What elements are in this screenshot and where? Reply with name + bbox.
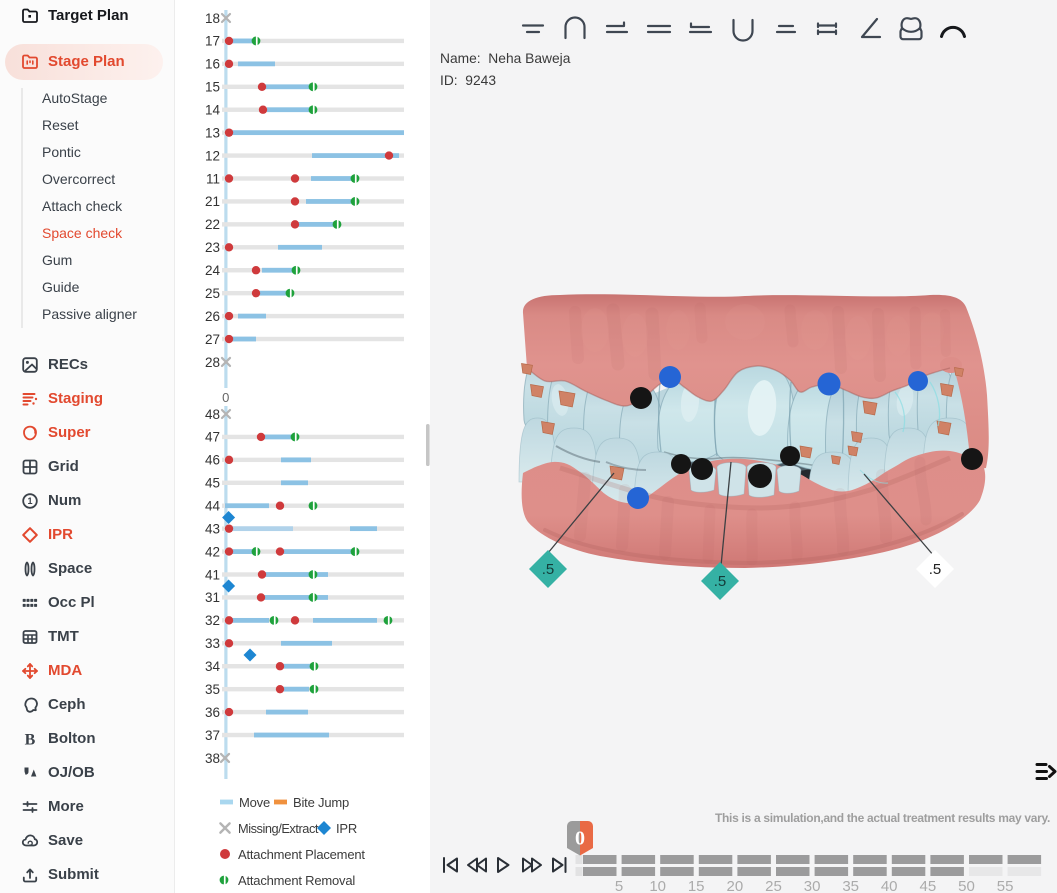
svg-text:35: 35 [205, 682, 220, 697]
svg-text:11: 11 [206, 171, 220, 186]
svg-text:17: 17 [205, 34, 220, 49]
svg-text:5: 5 [615, 878, 623, 893]
svg-text:38: 38 [205, 751, 220, 766]
svg-text:45: 45 [205, 476, 220, 491]
svg-text:18: 18 [205, 11, 220, 26]
svg-text:27: 27 [205, 332, 220, 347]
svg-text:41: 41 [205, 567, 220, 582]
svg-text:.5: .5 [929, 561, 942, 578]
svg-text:Missing/Extract: Missing/Extract [238, 821, 319, 836]
svg-text:Bite Jump: Bite Jump [293, 795, 349, 810]
svg-text:31: 31 [205, 590, 220, 605]
svg-text:0: 0 [222, 390, 229, 405]
svg-text:1: 1 [27, 496, 32, 506]
svg-text:16: 16 [205, 57, 220, 72]
svg-text:45: 45 [920, 878, 937, 893]
svg-text:35: 35 [842, 878, 859, 893]
svg-text:0: 0 [575, 828, 585, 850]
svg-text:50: 50 [958, 878, 975, 893]
svg-text:12: 12 [205, 148, 220, 163]
svg-text:23: 23 [205, 240, 220, 255]
svg-text:44: 44 [205, 499, 221, 514]
svg-text:25: 25 [205, 286, 220, 301]
svg-text:32: 32 [205, 613, 220, 628]
svg-text:37: 37 [205, 728, 220, 743]
svg-text:20: 20 [727, 878, 744, 893]
svg-text:IPR: IPR [336, 821, 357, 836]
svg-text:36: 36 [205, 705, 220, 720]
svg-text:.5: .5 [714, 573, 727, 590]
svg-text:28: 28 [205, 355, 220, 370]
svg-text:15: 15 [205, 80, 220, 95]
svg-text:30: 30 [804, 878, 821, 893]
svg-text:48: 48 [205, 407, 220, 422]
svg-text:21: 21 [205, 194, 220, 209]
svg-text:33: 33 [205, 636, 220, 651]
svg-text:Attachment Removal: Attachment Removal [238, 873, 355, 888]
svg-text:15: 15 [688, 878, 705, 893]
svg-text:Attachment Placement: Attachment Placement [238, 847, 365, 862]
svg-text:26: 26 [205, 309, 220, 324]
svg-text:10: 10 [649, 878, 666, 893]
svg-text:.5: .5 [542, 561, 555, 578]
svg-text:46: 46 [205, 453, 220, 468]
svg-text:Move: Move [239, 795, 270, 810]
svg-text:40: 40 [881, 878, 898, 893]
svg-text:47: 47 [205, 430, 220, 445]
svg-text:55: 55 [997, 878, 1014, 893]
svg-text:13: 13 [205, 125, 220, 140]
svg-text:25: 25 [765, 878, 782, 893]
svg-text:34: 34 [205, 659, 221, 674]
svg-text:22: 22 [205, 217, 220, 232]
svg-text:42: 42 [205, 544, 220, 559]
svg-text:14: 14 [205, 103, 221, 118]
svg-text:24: 24 [205, 263, 221, 278]
svg-text:B: B [25, 732, 36, 749]
svg-text:43: 43 [205, 521, 220, 536]
